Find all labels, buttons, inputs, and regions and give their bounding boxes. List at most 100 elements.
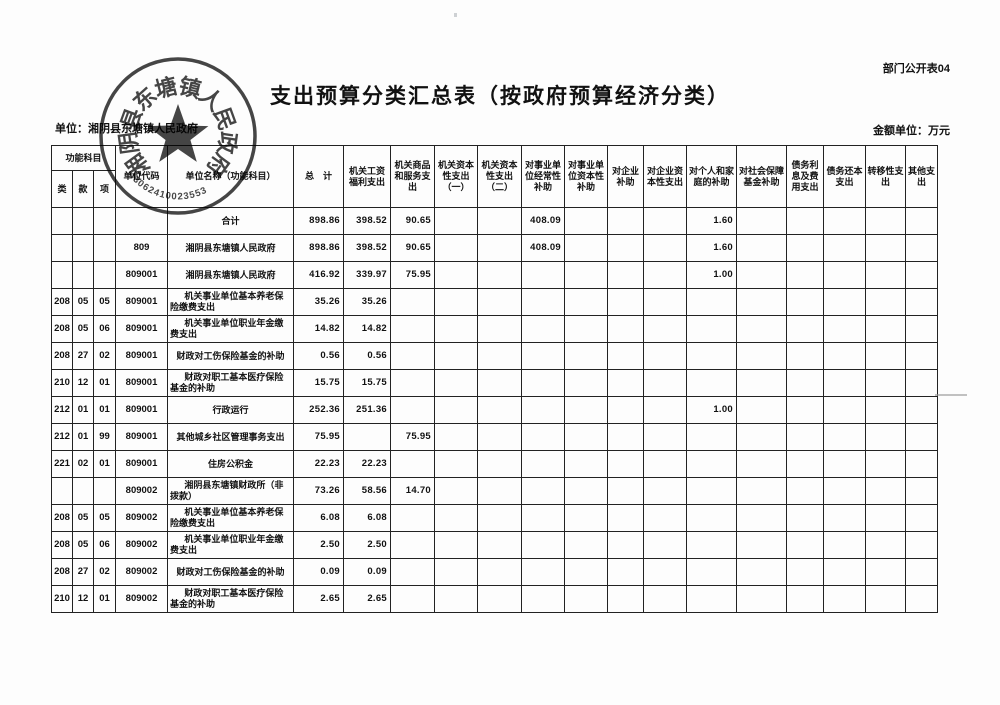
cell-value — [823, 342, 867, 370]
cell-func-class — [51, 234, 73, 262]
cell-func-item: 01 — [92, 369, 117, 397]
cell-value — [643, 288, 688, 316]
cell-value: 90.65 — [390, 234, 436, 262]
cell-func-section: 01 — [72, 396, 94, 424]
cell-value — [643, 261, 688, 289]
cell-value — [434, 531, 479, 559]
cell-value — [564, 558, 609, 586]
cell-value — [786, 585, 825, 613]
cell-value — [865, 342, 907, 370]
cell-value — [786, 288, 825, 316]
cell-value: 35.26 — [293, 288, 345, 316]
cell-value — [643, 315, 688, 343]
cell-unit-name: 财政对工伤保险基金的补助 — [167, 558, 295, 586]
budget-table: 功能科目 单位代码 单位名称（功能科目）总 计机关工资福利支出 机关商品和服务支出 机关… — [50, 145, 939, 613]
col-subheader: 款 — [72, 170, 94, 208]
cell-unit-code: 809001 — [115, 315, 169, 343]
cell-unit-name: 财政对职工基本医疗保险基金的补助 — [167, 369, 295, 397]
cell-value — [786, 450, 825, 478]
cell-value — [823, 504, 867, 532]
cell-value — [607, 585, 645, 613]
cell-value — [905, 396, 939, 424]
cell-value — [736, 342, 788, 370]
cell-unit-code: 809002 — [115, 531, 169, 559]
table-row: 221 02 01 809001 住房公积金 22.23 22.23 — [51, 450, 939, 478]
cell-func-section: 05 — [72, 504, 94, 532]
cell-value — [823, 531, 867, 559]
cell-func-class: 212 — [51, 396, 73, 424]
cell-unit-name: 其他城乡社区管理事务支出 — [167, 423, 295, 451]
cell-value: 1.60 — [686, 207, 738, 235]
cell-unit-code: 809001 — [115, 450, 169, 478]
col-header: 债务利息及费用支出 — [786, 145, 825, 208]
cell-func-item: 01 — [92, 450, 117, 478]
cell-value: 398.52 — [343, 207, 392, 235]
cell-value — [434, 288, 479, 316]
cell-func-class: 208 — [51, 315, 73, 343]
cell-value — [390, 585, 436, 613]
cell-value: 90.65 — [390, 207, 436, 235]
cell-value — [865, 477, 907, 505]
cell-func-item: 06 — [92, 315, 117, 343]
cell-unit-name: 机关事业单位基本养老保险缴费支出 — [167, 504, 295, 532]
cell-unit-name: 湘阴县东塘镇财政所（非拨款） — [167, 477, 295, 505]
cell-value — [607, 234, 645, 262]
cell-value — [786, 504, 825, 532]
cell-value: 58.56 — [343, 477, 392, 505]
cell-value — [686, 477, 738, 505]
cell-value: 1.00 — [686, 396, 738, 424]
cell-value — [823, 207, 867, 235]
cell-func-section — [72, 234, 94, 262]
cell-unit-name: 财政对职工基本医疗保险基金的补助 — [167, 585, 295, 613]
cell-value — [905, 423, 939, 451]
col-header: 机关工资福利支出 — [343, 145, 392, 208]
cell-value — [607, 504, 645, 532]
cell-value — [477, 423, 523, 451]
cell-value — [865, 369, 907, 397]
cell-value — [736, 207, 788, 235]
cell-unit-name: 机关事业单位职业年金缴费支出 — [167, 315, 295, 343]
cell-value — [477, 450, 523, 478]
col-header: 对事业单位经常性补助 — [521, 145, 566, 208]
cell-value — [786, 261, 825, 289]
cell-value: 22.23 — [343, 450, 392, 478]
cell-value — [736, 585, 788, 613]
seal-ring-circle — [99, 57, 257, 215]
cell-func-class: 212 — [51, 423, 73, 451]
cell-func-item: 06 — [92, 531, 117, 559]
cell-value — [686, 585, 738, 613]
cell-value — [434, 396, 479, 424]
cell-value: 0.09 — [293, 558, 345, 586]
table-row: 210 12 01 809002 财政对职工基本医疗保险基金的补助 2.65 2.65 — [51, 585, 939, 613]
amount-unit-label: 金额单位：万元 — [873, 125, 950, 137]
cell-func-item: 05 — [92, 288, 117, 316]
cell-value — [521, 450, 566, 478]
cell-value — [607, 423, 645, 451]
cell-func-section — [72, 477, 94, 505]
col-header: 其他支出 — [905, 145, 939, 208]
cell-func-item — [92, 477, 117, 505]
cell-value — [905, 288, 939, 316]
cell-value — [390, 369, 436, 397]
cell-value — [564, 369, 609, 397]
cell-value: 398.52 — [343, 234, 392, 262]
cell-value — [607, 477, 645, 505]
cell-unit-code: 809001 — [115, 342, 169, 370]
cell-func-section: 05 — [72, 531, 94, 559]
cell-func-class — [51, 207, 73, 235]
cell-value: 408.09 — [521, 234, 566, 262]
cell-value — [477, 234, 523, 262]
cell-value — [865, 261, 907, 289]
cell-func-class — [51, 261, 73, 289]
cell-value: 408.09 — [521, 207, 566, 235]
cell-func-section: 12 — [72, 585, 94, 613]
cell-value — [905, 477, 939, 505]
cell-value — [564, 288, 609, 316]
cell-value — [905, 315, 939, 343]
cell-value — [786, 207, 825, 235]
cell-func-item — [92, 234, 117, 262]
cell-value — [477, 531, 523, 559]
cell-value — [434, 477, 479, 505]
cell-value: 898.86 — [293, 234, 345, 262]
cell-value — [686, 531, 738, 559]
